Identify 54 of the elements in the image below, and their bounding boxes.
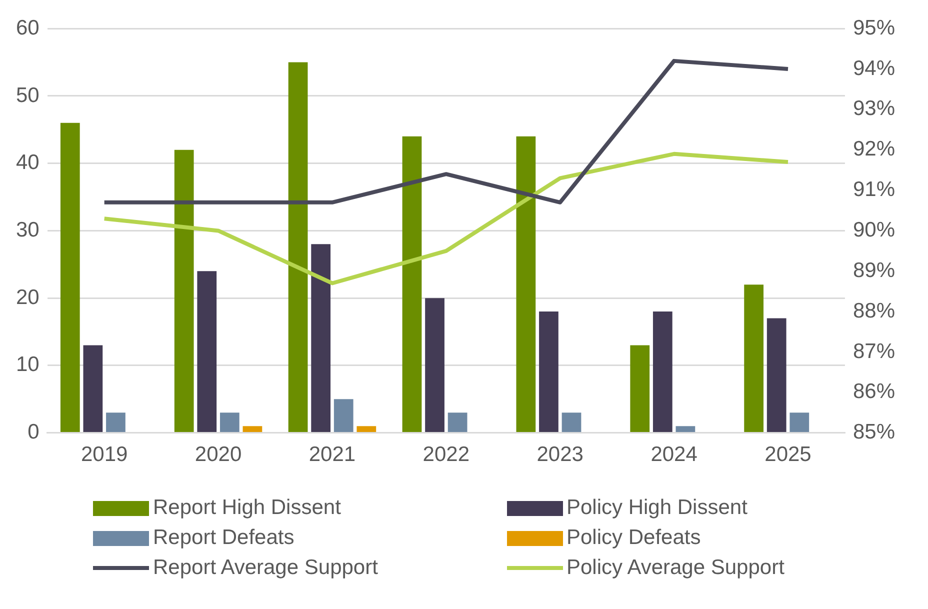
y-tick-label: 30 — [16, 218, 40, 242]
y2-tick-label: 93% — [852, 97, 895, 120]
y-tick-label: 10 — [16, 353, 40, 376]
y-tick-label: 20 — [16, 286, 40, 309]
bar — [539, 312, 558, 432]
bar — [744, 284, 764, 432]
bar — [83, 345, 103, 432]
y-tick-label: 0 — [28, 420, 40, 444]
bar — [516, 136, 536, 432]
y2-tick-label: 90% — [852, 218, 895, 242]
bar — [425, 298, 444, 432]
bar — [60, 122, 80, 432]
x-tick-label: 2019 — [80, 443, 128, 466]
y2-tick-label: 95% — [852, 16, 895, 40]
y-tick-label: 50 — [16, 84, 40, 107]
bar — [288, 62, 308, 432]
y2-tick-label: 91% — [852, 178, 895, 202]
y2-tick-label: 89% — [852, 258, 895, 282]
x-tick-label: 2025 — [764, 443, 812, 466]
legend-label: Policy Defeats — [566, 526, 701, 550]
y2-tick-label: 92% — [852, 138, 895, 161]
bar — [356, 426, 376, 432]
y2-tick-label: 88% — [852, 299, 895, 322]
bar — [106, 412, 126, 432]
bar — [197, 271, 217, 432]
legend-label: Report Average Support — [153, 556, 378, 580]
bar — [790, 412, 810, 432]
legend-label: Report High Dissent — [153, 496, 341, 520]
y2-tick-label: 87% — [852, 340, 895, 363]
bar — [562, 412, 582, 432]
y-tick-label: 40 — [16, 151, 40, 174]
bar — [311, 244, 331, 432]
bar — [242, 426, 262, 432]
legend-label: Report Defeats — [153, 526, 294, 550]
bar — [220, 412, 240, 432]
x-tick-label: 2021 — [308, 443, 356, 466]
x-tick-label: 2023 — [536, 443, 584, 466]
bar — [448, 412, 468, 432]
legend-label: Policy High Dissent — [566, 496, 748, 520]
x-tick-label: 2022 — [422, 443, 470, 466]
bar — [766, 318, 786, 432]
bar — [652, 312, 672, 432]
legend-label: Policy Average Support — [566, 556, 784, 580]
y-tick-label: 60 — [16, 16, 40, 40]
bar — [174, 150, 194, 432]
bar — [676, 426, 696, 432]
y2-tick-label: 94% — [852, 56, 895, 80]
bar — [334, 399, 354, 432]
bar — [630, 345, 650, 432]
y2-tick-label: 86% — [852, 380, 895, 404]
bar — [402, 136, 422, 432]
x-tick-label: 2020 — [194, 443, 242, 466]
x-tick-label: 2024 — [650, 443, 698, 466]
y2-tick-label: 85% — [852, 420, 895, 444]
